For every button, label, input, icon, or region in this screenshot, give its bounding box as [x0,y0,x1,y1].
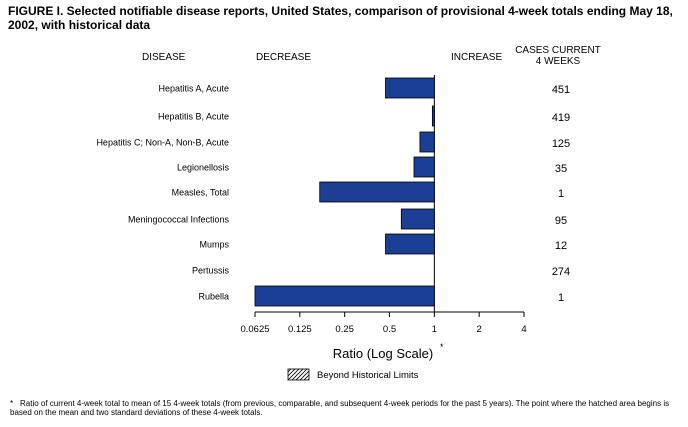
figure-title: FIGURE I. Selected notifiable disease re… [8,4,673,32]
x-tick-label: 0.5 [383,324,396,335]
chart-bars-layer [254,77,435,307]
bar [431,105,435,127]
increase-header: INCREASE [451,52,503,63]
x-tick-label: 0.0625 [240,324,269,335]
category-label: Meningococcal Infections [128,215,230,225]
category-label: Hepatitis C; Non-A, Non-B, Acute [96,138,229,148]
bar [413,156,435,178]
bar [385,77,435,99]
cases-header-line1: CASES CURRENT [515,45,601,56]
disease-column-header: DISEASE [142,52,186,63]
x-tick-label: 0.125 [288,324,312,335]
category-label: Hepatitis B, Acute [158,112,229,122]
bar [319,181,435,203]
legend-hatch-swatch [287,368,310,381]
footnote-text: Ratio of current 4-week total to mean of… [10,399,670,417]
legend-label: Beyond Historical Limits [317,370,419,381]
category-label: Legionellosis [177,163,230,173]
case-count: 12 [555,240,567,252]
x-tick-label: 4 [521,324,526,335]
footnote-marker: * [10,399,14,408]
case-count: 35 [555,163,567,175]
category-label: Pertussis [192,266,230,276]
category-label: Rubella [198,292,229,302]
x-axis-title-marker: * [440,342,444,352]
x-tick-label: 0.25 [335,324,354,335]
case-count: 274 [552,266,570,278]
category-label: Hepatitis A, Acute [158,84,229,94]
decrease-header: DECREASE [256,52,312,63]
bar [400,208,435,230]
category-label: Mumps [199,240,229,250]
x-axis-title: Ratio (Log Scale) [333,346,433,361]
bar [419,131,435,153]
bar [385,233,435,255]
case-count: 95 [555,215,567,227]
category-label: Measles, Total [172,188,229,198]
x-tick-label: 2 [477,324,482,335]
x-tick-label: 1 [432,324,437,335]
cases-header-line2: 4 WEEKS [535,56,581,67]
case-count: 125 [552,138,570,150]
case-count: 451 [552,84,570,96]
case-count: 1 [558,292,564,304]
case-count: 1 [558,188,564,200]
footnote: * Ratio of current 4-week total to mean o… [10,399,685,417]
cases-column-header: CASES CURRENT 4 WEEKS [508,45,608,67]
bar [254,285,435,307]
case-count: 419 [552,112,570,124]
